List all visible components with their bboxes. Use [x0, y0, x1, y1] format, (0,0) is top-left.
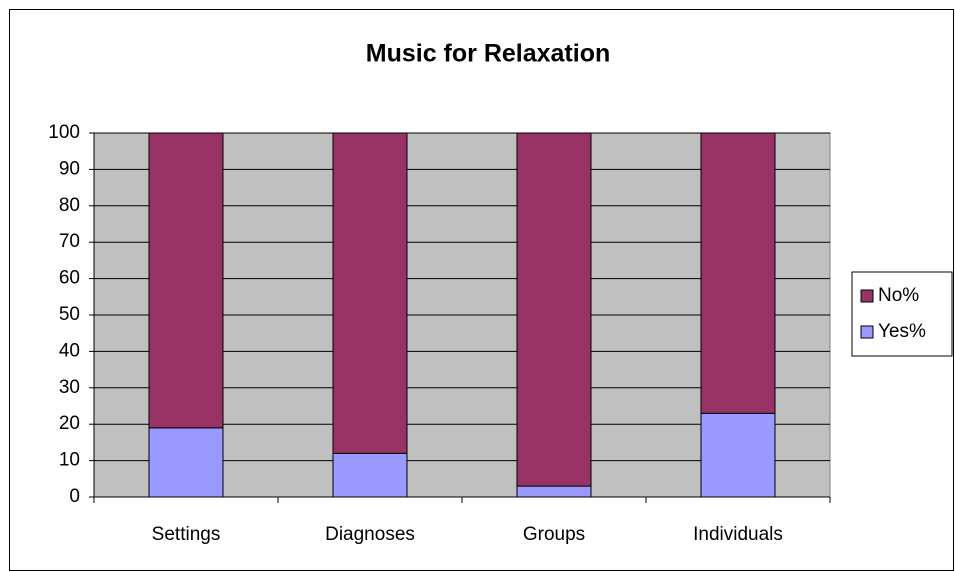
y-tick-label: 0: [69, 486, 80, 507]
y-tick-label: 60: [59, 268, 80, 289]
bar-segment: [516, 132, 592, 487]
y-tick-label: 90: [59, 158, 80, 179]
y-tick-label: 30: [59, 377, 80, 398]
x-tick-label: Settings: [152, 524, 221, 545]
legend-swatch: [860, 289, 874, 303]
bar-segment: [332, 452, 408, 498]
bar-segment: [700, 132, 776, 414]
legend-label: Yes%: [878, 321, 926, 342]
x-tick-label: Groups: [523, 524, 585, 545]
chart-title: Music for Relaxation: [366, 40, 611, 68]
y-tick-label: 10: [59, 450, 80, 471]
y-tick-label: 80: [59, 195, 80, 216]
x-tick-label: Diagnoses: [325, 524, 415, 545]
bar-segment: [148, 427, 224, 498]
y-tick-label: 20: [59, 413, 80, 434]
x-tick-label: Individuals: [693, 524, 783, 545]
bar-segment: [332, 132, 408, 454]
y-tick-label: 70: [59, 231, 80, 252]
y-tick-label: 50: [59, 304, 80, 325]
legend-box: [851, 271, 953, 357]
legend-label: No%: [878, 285, 919, 306]
y-tick-label: 100: [48, 122, 80, 143]
y-tick-label: 40: [59, 340, 80, 361]
legend-swatch: [860, 325, 874, 339]
bar-segment: [516, 485, 592, 498]
bar-segment: [700, 412, 776, 498]
bar-segment: [148, 132, 224, 429]
